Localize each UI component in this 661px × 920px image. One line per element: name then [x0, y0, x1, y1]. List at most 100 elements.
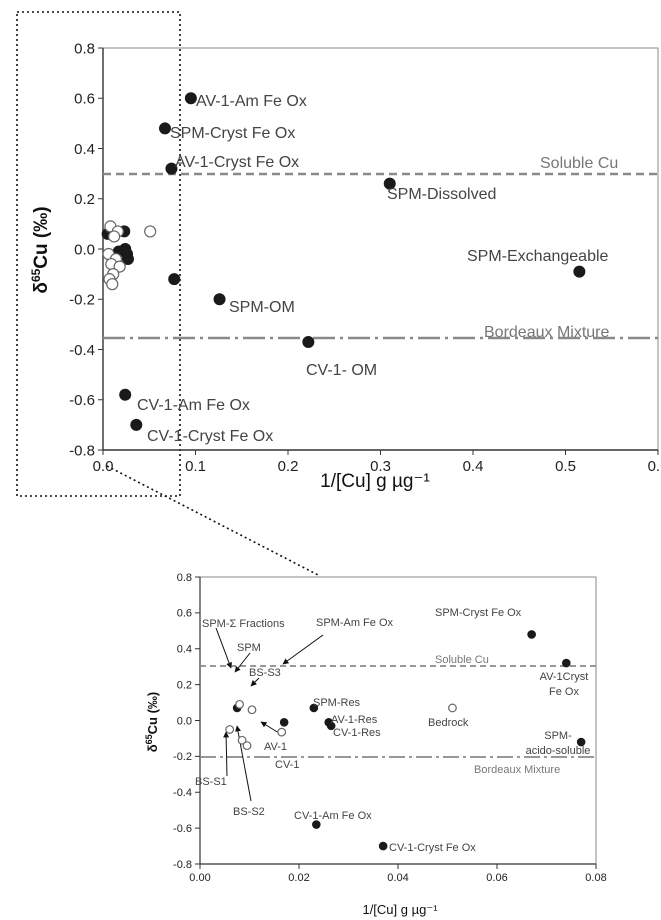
- top-filled-point: [383, 177, 396, 190]
- top-open-point: [107, 230, 121, 243]
- inset-y-tick-label: -0.4: [173, 787, 192, 799]
- inset-label-cv1-res: CV-1-Res: [333, 727, 381, 739]
- top-x-ticks: 0.0 0.1 0.2 0.3 0.4 0.5 0.6: [93, 450, 661, 475]
- top-points: [101, 92, 586, 431]
- top-filled-point: [130, 418, 143, 431]
- inset-open-point: [277, 727, 287, 737]
- inset-open-point: [235, 699, 245, 709]
- inset-filled-point: [378, 841, 388, 851]
- top-label-cv1-am-fe-ox: CV-1-Am Fe Ox: [137, 397, 250, 414]
- top-soluble-cu-label: Soluble Cu: [540, 155, 618, 172]
- top-label-spm-dissolved: SPM-Dissolved: [387, 186, 496, 203]
- inset-label-bedrock: Bedrock: [428, 717, 469, 729]
- top-x-tick-label: 0.2: [278, 458, 299, 475]
- inset-y-tick-label: -0.6: [173, 823, 192, 835]
- inset-open-point: [448, 703, 457, 713]
- top-filled-point: [573, 265, 586, 278]
- inset-y-tick-label: 0.0: [177, 715, 192, 727]
- top-x-tick-label: 0.0: [93, 458, 114, 475]
- inset-y-tick-label: 0.8: [177, 572, 192, 584]
- inset-chart: Soluble Cu Bordeaux Mixture 0.8 0.6 0.4 0.2…: [144, 572, 607, 917]
- inset-label-av1: AV-1: [264, 741, 287, 753]
- inset-open-point: [237, 735, 247, 745]
- top-label-av1-am-fe-ox: AV-1-Am Fe Ox: [196, 93, 307, 110]
- top-x-tick-label: 0.1: [185, 458, 206, 475]
- inset-y-tick-label: 0.4: [177, 644, 192, 656]
- inset-y-ticks: 0.8 0.6 0.4 0.2 0.0 -0.2 -0.4 -0.6 -0.8: [173, 572, 200, 871]
- inset-y-tick-label: -0.8: [173, 859, 192, 871]
- inset-label-spm-cryst-fe-ox: SPM-Cryst Fe Ox: [435, 607, 522, 619]
- top-filled-point: [165, 162, 178, 175]
- inset-filled-point: [312, 820, 321, 829]
- inset-points: [225, 630, 586, 851]
- inset-label-spm-res: SPM-Res: [313, 697, 361, 709]
- top-bordeaux-label: Bordeaux Mixture: [484, 324, 609, 341]
- top-y-tick-label: 0.2: [74, 191, 95, 208]
- inset-y-axis-label: δ65Cu (‰): [144, 692, 160, 753]
- inset-filled-point: [326, 721, 336, 731]
- inset-filled-point: [279, 717, 289, 727]
- top-y-tick-label: -0.4: [69, 342, 95, 359]
- inset-label-spm-acido-soluble: SPM-acido-soluble: [526, 730, 591, 757]
- top-y-tick-label: 0.4: [74, 141, 95, 158]
- top-label-cv1-cryst-fe-ox: CV-1-Cryst Fe Ox: [147, 428, 273, 445]
- inset-bordeaux-label: Bordeaux Mixture: [474, 764, 560, 776]
- inset-filled-point: [527, 630, 536, 639]
- inset-filled-point: [576, 737, 586, 747]
- inset-x-tick-label: 0.00: [189, 872, 210, 884]
- top-filled-point: [184, 92, 197, 105]
- inset-y-tick-label: 0.6: [177, 608, 192, 620]
- inset-open-point: [247, 705, 257, 715]
- top-y-tick-label: -0.6: [69, 392, 95, 409]
- top-chart: Soluble Cu Bordeaux Mixture 0.8 0.6 0.4 0.2…: [29, 40, 661, 492]
- top-x-tick-label: 0.5: [555, 458, 576, 475]
- inset-x-tick-label: 0.02: [288, 872, 309, 884]
- top-filled-point: [168, 273, 181, 286]
- inset-label-bs-s2: BS-S2: [233, 806, 265, 818]
- inset-label-bs-s3: BS-S3: [249, 667, 281, 679]
- top-filled-point: [121, 253, 134, 266]
- inset-x-tick-label: 0.04: [387, 872, 408, 884]
- inset-label-spm-sum-fractions: SPM-Σ Fractions: [202, 618, 285, 630]
- inset-label-cv1-am-fe-ox: CV-1-Am Fe Ox: [294, 810, 372, 822]
- inset-label-av1-cryst-fe-ox: AV-1Cryst Fe Ox: [540, 671, 589, 698]
- inset-label-spm: SPM: [237, 642, 261, 654]
- inset-leader-lines: [215, 627, 324, 802]
- inset-x-tick-label: 0.06: [486, 872, 507, 884]
- top-label-spm-exchangeable: SPM-Exchangeable: [467, 248, 609, 265]
- inset-soluble-cu-label: Soluble Cu: [435, 654, 489, 666]
- top-y-tick-label: -0.2: [69, 292, 95, 309]
- top-label-spm-cryst-fe-ox: SPM-Cryst Fe Ox: [170, 125, 295, 142]
- inset-label-bs-s1: BS-S1: [195, 776, 227, 788]
- inset-label-acido-line1: SPM-: [544, 730, 572, 742]
- inset-x-axis-label: 1/[Cu] g µg⁻¹: [362, 902, 438, 917]
- top-filled-point: [302, 335, 315, 348]
- top-y-axis-label: δ65Cu (‰): [29, 206, 52, 293]
- inset-label-av1-res: AV-1-Res: [331, 714, 378, 726]
- inset-label-spm-am-fe-ox: SPM-Am Fe Ox: [316, 617, 394, 629]
- top-y-tick-label: 0.8: [74, 40, 95, 57]
- inset-label-cv1-cryst-fe-ox: CV-1-Cryst Fe Ox: [389, 842, 476, 854]
- top-open-point: [144, 225, 157, 238]
- top-open-point: [106, 278, 119, 291]
- inset-x-tick-label: 0.08: [585, 872, 606, 884]
- inset-label-av1-cryst-line1: AV-1Cryst: [540, 671, 589, 683]
- inset-filled-point: [562, 658, 571, 668]
- inset-label-av1-cryst-line2: Fe Ox: [549, 686, 579, 698]
- top-label-av1-cryst-fe-ox: AV-1-Cryst Fe Ox: [175, 154, 299, 171]
- inset-filled-point: [309, 703, 319, 713]
- zoom-connector-line: [106, 465, 321, 577]
- top-label-spm-om: SPM-OM: [229, 299, 295, 316]
- top-x-tick-label: 0.3: [370, 458, 391, 475]
- top-filled-point: [158, 122, 171, 135]
- top-x-tick-label: 0.6: [648, 458, 661, 475]
- inset-x-ticks: 0.00 0.02 0.04 0.06 0.08: [189, 864, 607, 884]
- inset-label-acido-line2: acido-soluble: [526, 745, 591, 757]
- top-label-cv1-om: CV-1- OM: [306, 362, 377, 379]
- top-x-axis-label: 1/[Cu] g µg⁻¹: [320, 471, 430, 492]
- top-filled-point: [119, 388, 132, 401]
- top-filled-point: [213, 293, 226, 306]
- inset-y-tick-label: -0.2: [173, 751, 192, 763]
- top-y-tick-label: -0.8: [69, 442, 95, 459]
- top-y-ticks: 0.8 0.6 0.4 0.2 0.0 -0.2 -0.4 -0.6 -0.8: [69, 40, 103, 459]
